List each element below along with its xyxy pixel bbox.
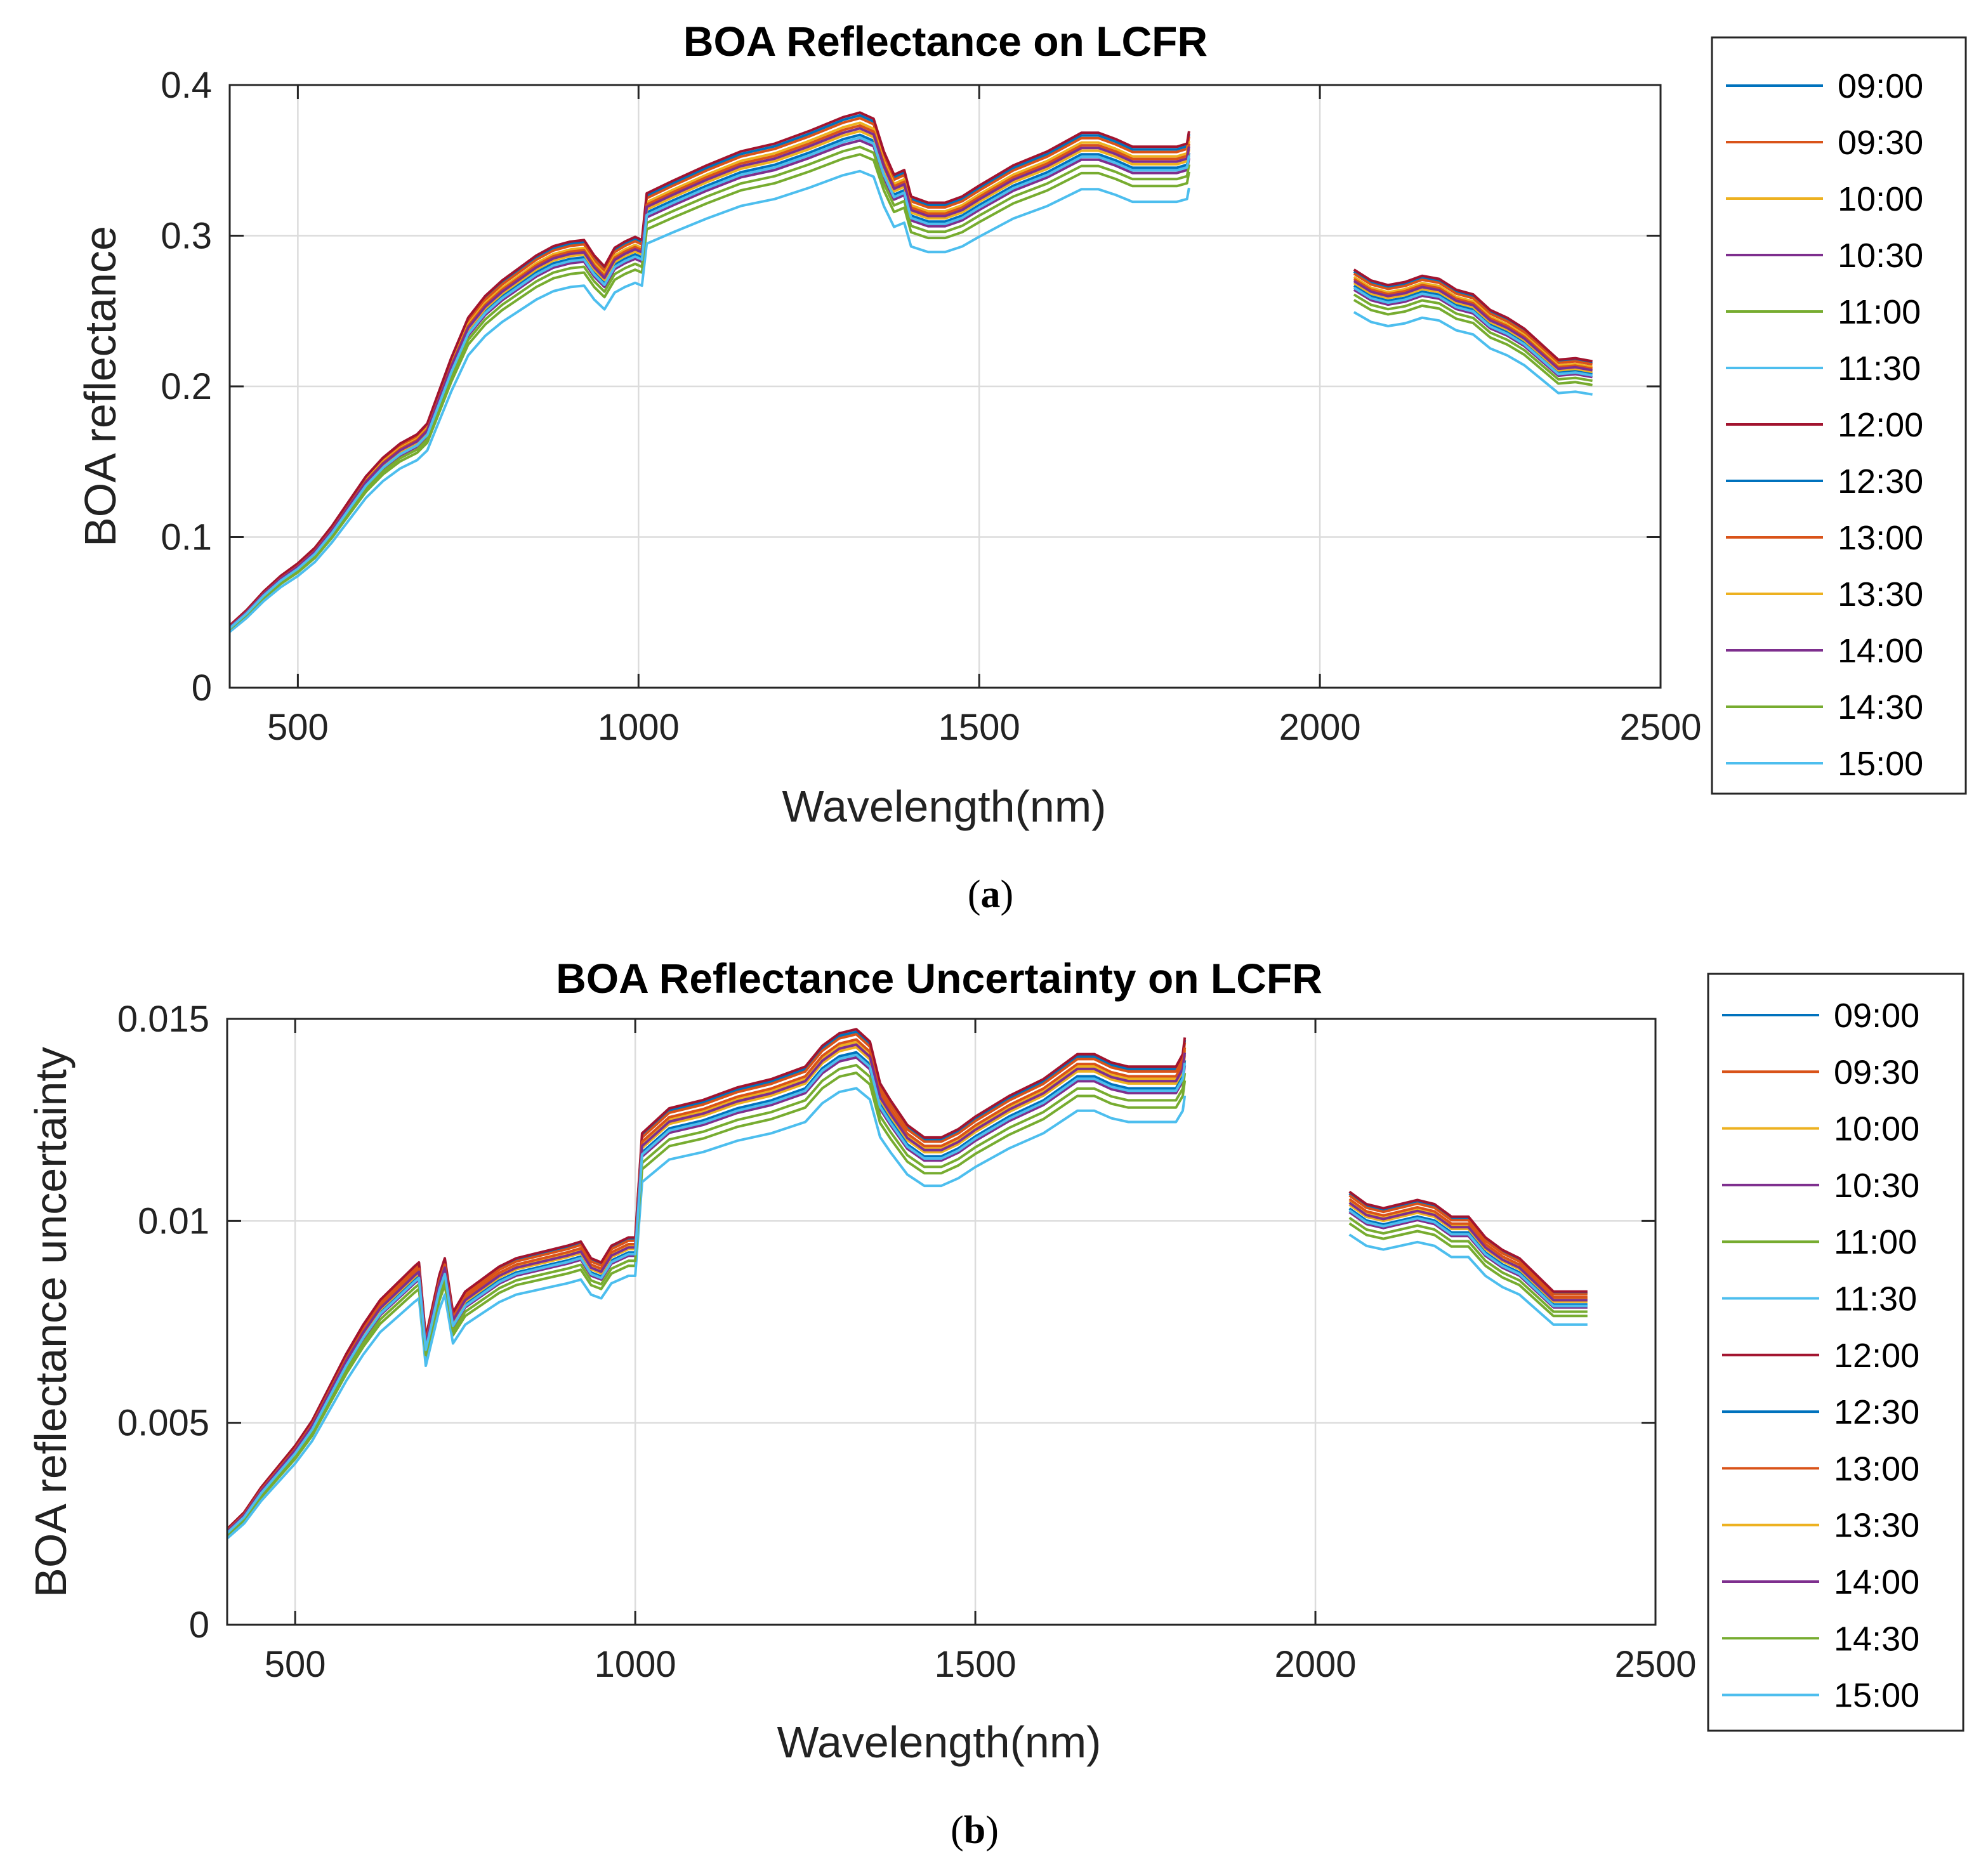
- series-line-1100-segment-1: [228, 153, 1190, 631]
- legend-label: 09:00: [1838, 67, 1923, 105]
- legend-label: 14:30: [1834, 1620, 1919, 1658]
- x-tick-label: 1500: [935, 1644, 1017, 1685]
- legend-label: 15:00: [1838, 745, 1923, 783]
- legend-label: 12:00: [1834, 1337, 1919, 1375]
- y-tick-label: 0.2: [161, 366, 212, 407]
- series-line-1100-segment-2: [1348, 1222, 1588, 1318]
- panel-b-legend-box: [1707, 973, 1965, 1732]
- x-tick-label: 2500: [1614, 1644, 1696, 1685]
- panel-b-caption: (b): [951, 1809, 999, 1852]
- panel-b-y-axis-label: BOA reflectance uncertainty: [26, 1047, 76, 1597]
- series-line-1300-segment-2: [1348, 1198, 1588, 1299]
- panel-a-legend-box: [1711, 36, 1967, 795]
- legend-label: 13:30: [1834, 1507, 1919, 1545]
- x-tick-label: 2000: [1279, 707, 1361, 748]
- legend-label: 10:30: [1834, 1167, 1919, 1205]
- series-line-1200-segment-2: [1348, 1190, 1588, 1293]
- y-tick-label: 0.01: [138, 1200, 209, 1242]
- series-line-1100-segment-1: [226, 1072, 1187, 1537]
- panel-a-chart: BOA Reflectance on LCFR 500 1000 1500 2000 2…: [76, 18, 1967, 916]
- series-line-1130-segment-2: [1353, 311, 1593, 396]
- legend-label: 13:30: [1838, 575, 1923, 613]
- series-line-1300-segment-1: [226, 1038, 1187, 1532]
- panel-b-axes-box: [226, 1018, 1657, 1626]
- series-line-1100-segment-2: [1353, 299, 1593, 386]
- series-line-1130-segment-1: [226, 1087, 1187, 1540]
- legend-label: 15:00: [1834, 1677, 1919, 1715]
- panel-a-x-axis-label: Wavelength(nm): [782, 782, 1107, 831]
- series-line-1400-segment-2: [1348, 1202, 1588, 1302]
- legend-label: 11:30: [1838, 350, 1921, 388]
- y-tick-label: 0.005: [117, 1403, 209, 1444]
- panel-b-grid: [227, 1018, 1657, 1626]
- legend-label: 11:00: [1838, 293, 1921, 331]
- series-line-1430-segment-2: [1353, 293, 1593, 383]
- legend-label: 14:00: [1834, 1563, 1919, 1601]
- panel-a-series-lines: [228, 111, 1593, 633]
- series-line-0930-segment-2: [1348, 1194, 1588, 1296]
- y-tick-label: 0.4: [161, 65, 212, 106]
- x-tick-label: 500: [265, 1644, 326, 1685]
- x-tick-label: 500: [267, 707, 329, 748]
- panel-b-series-lines: [226, 1028, 1588, 1540]
- plot-area: [227, 1019, 1655, 1625]
- panel-a-legend: 09:00 09:30 10:00 10:30 11:00 11:30 12:00 12:30…: [1711, 36, 1967, 795]
- panel-a-ticks: 500 1000 1500 2000 2500 0 0.1 0.2 0.3 0.4: [161, 65, 1701, 748]
- x-tick-label: 2500: [1619, 707, 1701, 748]
- y-tick-label: 0: [189, 1604, 209, 1646]
- y-tick-label: 0.3: [161, 216, 212, 257]
- series-line-0930-segment-1: [226, 1033, 1187, 1531]
- series-line-0930-segment-1: [228, 117, 1190, 627]
- panel-a-y-axis-label: BOA reflectance: [76, 226, 125, 547]
- legend-label: 10:00: [1838, 180, 1923, 218]
- legend-label: 12:30: [1834, 1393, 1919, 1431]
- x-tick-label: 1000: [595, 1644, 676, 1685]
- panel-b-chart: BOA Reflectance Uncertainty on LCFR 500 1…: [26, 955, 1965, 1852]
- y-tick-label: 0.1: [161, 517, 212, 558]
- legend-label: 11:00: [1834, 1223, 1917, 1261]
- panel-b-legend: 09:00 09:30 10:00 10:30 11:00 11:30 12:00 12:30…: [1707, 973, 1965, 1732]
- series-line-1430-segment-2: [1348, 1216, 1588, 1313]
- series-line-1130-segment-1: [228, 169, 1190, 633]
- series-line-1430-segment-1: [226, 1063, 1187, 1536]
- panel-b-caption-letter: b: [964, 1809, 985, 1852]
- legend-label: 09:30: [1838, 124, 1923, 162]
- legend-label: 12:00: [1838, 406, 1923, 444]
- series-line-1400-segment-2: [1353, 280, 1593, 372]
- panel-a-caption: (a): [968, 873, 1013, 916]
- legend-label: 09:00: [1834, 997, 1919, 1035]
- legend-label: 13:00: [1838, 519, 1923, 557]
- series-line-1400-segment-1: [226, 1043, 1187, 1533]
- series-line-1500-segment-2: [1353, 286, 1593, 377]
- x-tick-label: 1500: [938, 707, 1020, 748]
- legend-label: 10:00: [1834, 1110, 1919, 1148]
- panel-b-ticks: 500 1000 1500 2000 2500 0 0.005 0.01 0.015: [117, 999, 1697, 1685]
- legend-label: 10:30: [1838, 237, 1923, 275]
- series-line-1430-segment-1: [228, 145, 1190, 631]
- series-line-1130-segment-2: [1348, 1233, 1588, 1326]
- panel-a-caption-letter: a: [981, 873, 1001, 916]
- series-line-0930-segment-2: [1353, 272, 1593, 366]
- legend-label: 11:30: [1834, 1280, 1917, 1318]
- panel-b-title: BOA Reflectance Uncertainty on LCFR: [556, 955, 1322, 1002]
- legend-label: 13:00: [1834, 1450, 1919, 1488]
- x-tick-label: 1000: [598, 707, 680, 748]
- series-line-1200-segment-1: [228, 111, 1190, 627]
- series-line-1500-segment-2: [1348, 1209, 1588, 1308]
- y-tick-label: 0.015: [117, 999, 209, 1040]
- panel-b-x-axis-label: Wavelength(nm): [777, 1717, 1102, 1767]
- series-line-1200-segment-2: [1353, 268, 1593, 363]
- series-line-1500-segment-1: [226, 1053, 1187, 1534]
- legend-label: 14:00: [1838, 632, 1923, 670]
- panel-a-title: BOA Reflectance on LCFR: [683, 18, 1208, 65]
- series-line-1500-segment-1: [228, 136, 1190, 629]
- legend-label: 12:30: [1838, 462, 1923, 501]
- series-line-1200-segment-1: [226, 1028, 1187, 1530]
- x-tick-label: 2000: [1275, 1644, 1357, 1685]
- series-line-1400-segment-1: [228, 127, 1190, 629]
- legend-label: 14:30: [1838, 688, 1923, 726]
- legend-label: 09:30: [1834, 1053, 1919, 1091]
- y-tick-label: 0: [192, 667, 212, 709]
